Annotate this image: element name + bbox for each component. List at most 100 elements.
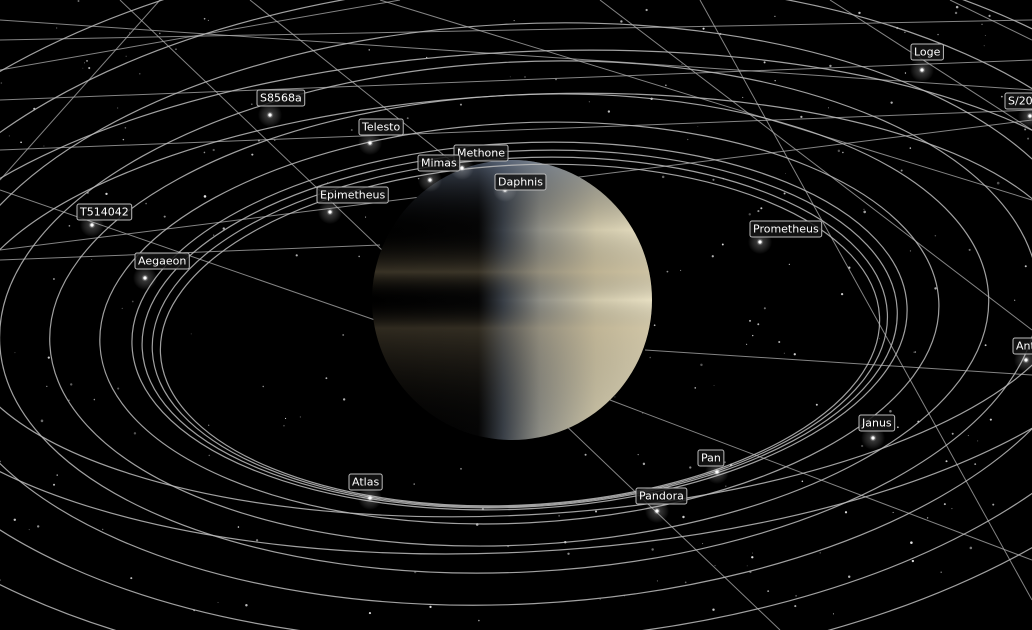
star: [53, 278, 55, 280]
star: [325, 377, 328, 380]
star: [996, 181, 1000, 185]
star: [757, 210, 760, 213]
label-box: [417, 154, 461, 172]
star: [513, 20, 515, 22]
star: [656, 580, 658, 582]
star: [815, 403, 818, 406]
star: [687, 138, 689, 141]
star: [992, 503, 995, 506]
star: [1024, 265, 1027, 268]
orbit: [141, 149, 898, 509]
label-text: Pandora: [639, 490, 684, 503]
label-text: Ant: [1016, 340, 1032, 353]
star: [342, 398, 346, 401]
star: [900, 169, 903, 172]
moon-label: Mimas: [417, 154, 461, 172]
star: [909, 250, 912, 252]
star: [595, 510, 597, 513]
moon-label: S/20: [1004, 92, 1032, 110]
star: [702, 543, 704, 545]
star: [954, 11, 958, 15]
star: [981, 23, 983, 25]
star: [757, 323, 760, 326]
star: [760, 207, 763, 210]
moon: [368, 496, 372, 500]
star: [904, 72, 907, 74]
star: [890, 101, 893, 104]
moon-label: T514042: [76, 203, 133, 221]
star: [620, 20, 623, 23]
star: [725, 485, 727, 487]
star: [1000, 95, 1003, 98]
star: [1024, 128, 1027, 131]
star: [133, 432, 137, 435]
star: [951, 508, 953, 510]
star: [837, 149, 841, 153]
star: [208, 454, 210, 457]
star: [459, 103, 462, 106]
star: [251, 153, 254, 156]
star: [614, 396, 616, 398]
orbit: [151, 156, 889, 508]
star: [682, 515, 685, 519]
star: [102, 528, 104, 531]
star: [364, 216, 367, 218]
star: [163, 215, 166, 218]
star: [913, 351, 915, 353]
star: [819, 552, 821, 554]
star: [8, 135, 10, 137]
star: [988, 14, 991, 17]
moon-label: Methone: [453, 144, 509, 162]
star: [122, 138, 125, 141]
star: [524, 76, 526, 78]
star: [711, 255, 714, 258]
moon-label: S8568a: [256, 89, 306, 107]
star: [665, 84, 667, 87]
star: [748, 213, 751, 216]
moon: [368, 141, 372, 145]
label-box: [453, 144, 509, 162]
moon: [328, 210, 332, 214]
trajectory: [0, 59, 1032, 101]
star: [702, 27, 705, 30]
star: [712, 178, 715, 181]
star: [879, 338, 880, 340]
star: [642, 462, 646, 466]
star: [429, 605, 432, 609]
star: [955, 5, 959, 9]
moon: [428, 178, 432, 182]
trajectory: [599, 0, 1032, 331]
label-box: [1004, 92, 1032, 110]
star: [666, 270, 669, 273]
star: [861, 444, 864, 448]
star: [20, 141, 22, 144]
orbit: [0, 92, 1032, 518]
star: [745, 343, 748, 346]
label-text: Loge: [914, 46, 941, 59]
star: [203, 151, 206, 154]
star: [983, 45, 985, 47]
star: [783, 352, 785, 354]
star: [213, 234, 215, 236]
moon-label: Daphnis: [494, 173, 547, 191]
star: [84, 62, 85, 64]
star: [203, 195, 207, 198]
star: [967, 435, 969, 437]
star: [801, 480, 804, 483]
star: [847, 575, 851, 578]
label-box: [697, 449, 725, 467]
star: [91, 259, 93, 261]
star: [829, 64, 832, 68]
star: [989, 418, 992, 421]
star: [940, 571, 942, 573]
star: [295, 254, 298, 257]
label-text: Atlas: [352, 476, 379, 489]
star: [203, 17, 206, 20]
trajectory: [699, 0, 1032, 601]
star: [245, 604, 248, 607]
star: [697, 126, 699, 127]
orbit: [99, 121, 940, 525]
